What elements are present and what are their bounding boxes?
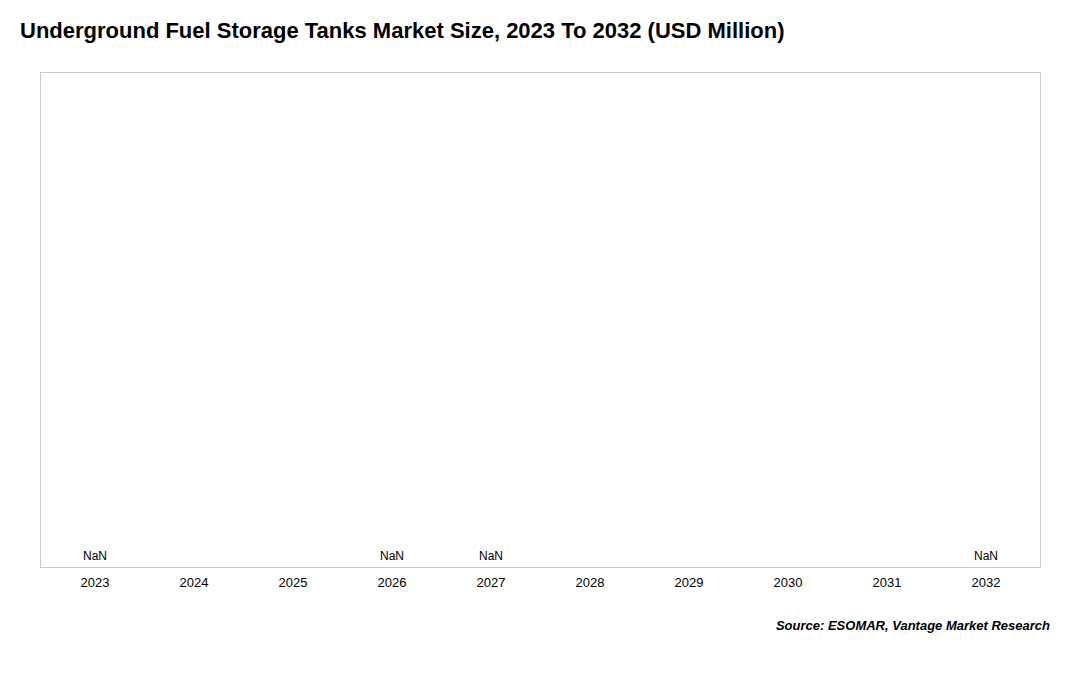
svg-text:NaN: NaN [479, 549, 503, 563]
svg-text:2030: 2030 [774, 575, 803, 590]
svg-text:2029: 2029 [675, 575, 704, 590]
svg-text:2025: 2025 [279, 575, 308, 590]
svg-text:2032: 2032 [972, 575, 1001, 590]
svg-text:NaN: NaN [974, 549, 998, 563]
svg-text:2024: 2024 [180, 575, 209, 590]
html-text:Underground Fuel Storage Tanks: Underground Fuel Storage Tanks Market Si… [20, 18, 785, 43]
svg-text:2026: 2026 [378, 575, 407, 590]
svg-text:NaN: NaN [83, 549, 107, 563]
svg-text:NaN: NaN [380, 549, 404, 563]
html-text:Source: ESOMAR, Vantage Market: Source: ESOMAR, Vantage Market Research [775, 618, 1050, 633]
svg-text:2031: 2031 [873, 575, 902, 590]
svg-text:2027: 2027 [477, 575, 506, 590]
svg-text:2028: 2028 [576, 575, 605, 590]
svg-text:2023: 2023 [81, 575, 110, 590]
